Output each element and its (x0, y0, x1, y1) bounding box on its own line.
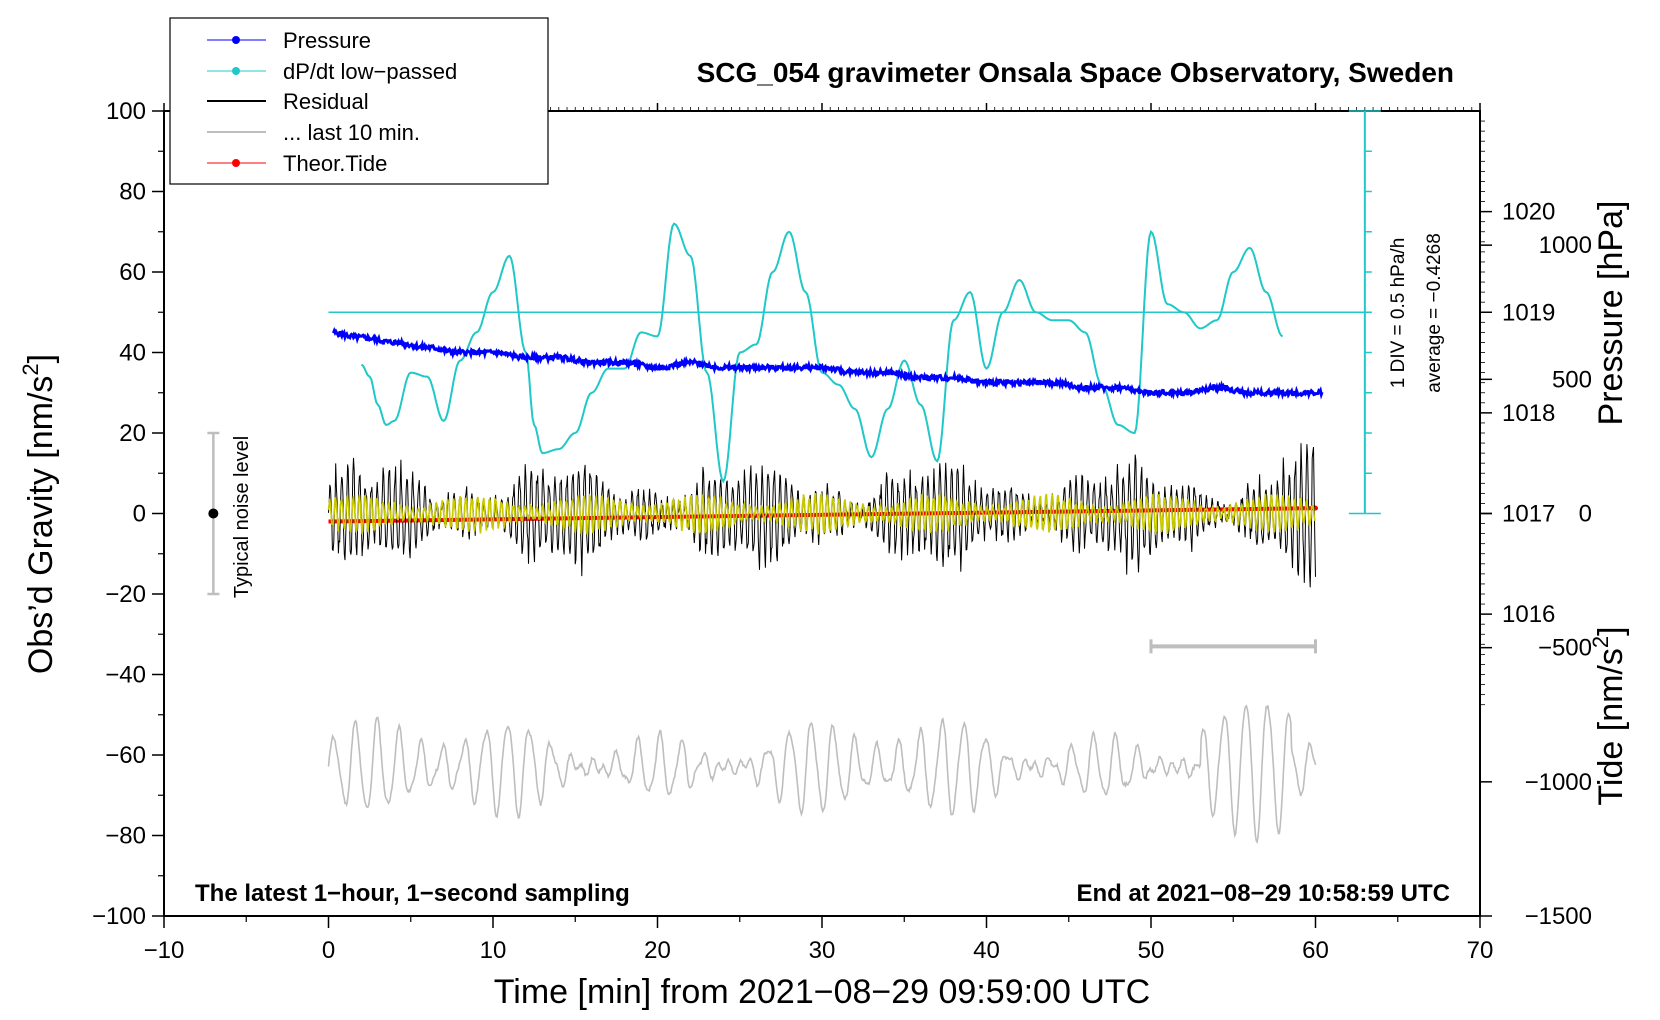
legend-marker-pressure (232, 36, 240, 44)
y-tick-label: 20 (119, 420, 146, 447)
legend-item-dpdt: dP/dt low−passed (207, 59, 457, 84)
x-tick-label: 0 (322, 937, 335, 964)
dpdt-average-label: average = −0.4268 (1424, 233, 1445, 393)
legend-label-dpdt: dP/dt low−passed (283, 59, 457, 84)
end-time-annotation: End at 2021−08−29 10:58:59 UTC (1076, 880, 1450, 907)
x-tick-label: 60 (1302, 937, 1329, 964)
x-tick-label: −10 (144, 937, 185, 964)
y-axis-label-tide-superscript: 2 (1588, 636, 1613, 648)
x-tick-label: 20 (644, 937, 671, 964)
x-tick-label: 70 (1467, 937, 1494, 964)
x-tick-label: 30 (809, 937, 836, 964)
y-tick-label: 60 (119, 259, 146, 286)
legend-marker-tide (232, 159, 240, 167)
noise-level-label: Typical noise level (231, 436, 253, 598)
sampling-annotation: The latest 1−hour, 1−second sampling (195, 880, 630, 907)
pressure-tick-label: 1017 (1502, 501, 1555, 528)
tide-tick-label: 1000 (1539, 232, 1592, 259)
tide-tick-label: −500 (1538, 635, 1592, 662)
noise-bar-center (208, 508, 219, 519)
y-axis-label-tide: Tide [nm/s2] (1588, 626, 1630, 805)
x-tick-label: 10 (480, 937, 507, 964)
series-residual-filtered (327, 492, 1316, 536)
x-axis-label: Time [min] from 2021−08−29 09:59:00 UTC (494, 973, 1150, 1011)
series-tide-residual (327, 704, 1317, 845)
y-tick-label: 100 (106, 98, 146, 125)
legend-label-last10: ... last 10 min. (283, 120, 420, 145)
y-tick-label: 40 (119, 340, 146, 367)
y-tick-label: 80 (119, 179, 146, 206)
legend-label-pressure: Pressure (283, 28, 371, 53)
legend-item-pressure: Pressure (207, 28, 371, 53)
series-pressure (332, 326, 1324, 400)
y-tick-label: −100 (92, 903, 146, 930)
y-axis-label-left-end: ] (22, 354, 60, 363)
y-tick-label: −20 (105, 581, 146, 608)
x-tick-label: 50 (1138, 937, 1165, 964)
y-axis-label-left: Obs’d Gravity [nm/s2] (18, 354, 60, 674)
dpdt-division-label: 1 DIV = 0.5 hPa/h (1388, 238, 1409, 389)
pressure-tick-label: 1019 (1502, 299, 1555, 326)
legend-item-residual: Residual (207, 89, 369, 114)
series-layer (207, 110, 1381, 845)
tide-tick-label: −1500 (1525, 903, 1592, 930)
legend-marker-dpdt (232, 67, 240, 75)
pressure-tick-label: 1018 (1502, 400, 1555, 427)
legend-item-last10: ... last 10 min. (207, 120, 420, 145)
tide-tick-label: 500 (1552, 366, 1592, 393)
ticks-layer: −10 0 10 20 30 40 50 60 70100806040200−20−40−60−… (92, 98, 1592, 964)
x-tick-label: 40 (973, 937, 1000, 964)
y-axis-label-pressure: Pressure [hPa] (1592, 201, 1630, 426)
y-axis-label-left-superscript: 2 (18, 363, 43, 375)
legend: Pressure dP/dt low−passed Residual ... l… (169, 17, 549, 185)
y-tick-label: −80 (105, 823, 146, 850)
tide-tick-label: −1000 (1525, 769, 1592, 796)
chart-title: SCG_054 gravimeter Onsala Space Observat… (697, 57, 1454, 88)
y-tick-label: −60 (105, 742, 146, 769)
pressure-tick-label: 1020 (1502, 199, 1555, 226)
legend-label-tide: Theor.Tide (283, 151, 387, 176)
series-dpdt (360, 222, 1284, 484)
y-tick-label: 0 (133, 501, 146, 528)
y-tick-label: −40 (105, 662, 146, 689)
tide-tick-label: 0 (1579, 501, 1592, 528)
legend-item-tide: Theor.Tide (207, 151, 387, 176)
pressure-tick-label: 1016 (1502, 601, 1555, 628)
y-axis-label-tide-end: ] (1592, 626, 1630, 635)
legend-label-residual: Residual (283, 89, 369, 114)
